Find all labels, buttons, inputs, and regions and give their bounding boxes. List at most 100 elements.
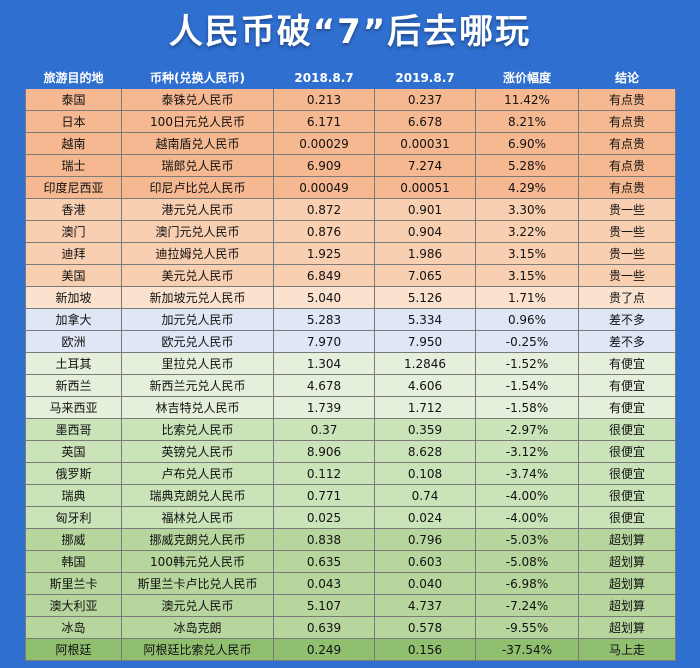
header-currency: 币种(兑换人民币) xyxy=(121,66,274,89)
table-row: 加拿大 加元兑人民币 5.283 5.334 0.96% 差不多 xyxy=(25,308,676,331)
destination-cell: 新西兰 xyxy=(25,374,122,397)
header-rate-2018: 2018.8.7 xyxy=(273,66,375,89)
verdict-cell: 有点贵 xyxy=(578,154,676,177)
rate-2019-cell: 0.578 xyxy=(374,616,476,639)
rate-2019-cell: 0.904 xyxy=(374,220,476,243)
verdict-cell: 很便宜 xyxy=(578,440,676,463)
rate-2018-cell: 6.171 xyxy=(273,110,375,133)
change-cell: -9.55% xyxy=(475,616,579,639)
header-destination: 旅游目的地 xyxy=(25,66,122,89)
currency-cell: 冰岛克朗 xyxy=(121,616,274,639)
destination-cell: 加拿大 xyxy=(25,308,122,331)
rate-2018-cell: 0.025 xyxy=(273,506,375,529)
change-cell: -4.00% xyxy=(475,506,579,529)
rate-2019-cell: 5.126 xyxy=(374,286,476,309)
header-rate-2019: 2019.8.7 xyxy=(374,66,476,89)
currency-cell: 新加坡元兑人民币 xyxy=(121,286,274,309)
table-row: 土耳其 里拉兑人民币 1.304 1.2846 -1.52% 有便宜 xyxy=(25,352,676,375)
rate-2018-cell: 5.107 xyxy=(273,594,375,617)
change-cell: 3.22% xyxy=(475,220,579,243)
change-cell: -0.25% xyxy=(475,330,579,353)
table-row: 新加坡 新加坡元兑人民币 5.040 5.126 1.71% 贵了点 xyxy=(25,286,676,309)
rate-2018-cell: 0.043 xyxy=(273,572,375,595)
verdict-cell: 有点贵 xyxy=(578,110,676,133)
destination-cell: 越南 xyxy=(25,132,122,155)
table-row: 瑞典 瑞典克朗兑人民币 0.771 0.74 -4.00% 很便宜 xyxy=(25,484,676,507)
currency-cell: 欧元兑人民币 xyxy=(121,330,274,353)
currency-cell: 越南盾兑人民币 xyxy=(121,132,274,155)
rate-2019-cell: 0.603 xyxy=(374,550,476,573)
table-row: 英国 英镑兑人民币 8.906 8.628 -3.12% 很便宜 xyxy=(25,440,676,463)
table-row: 日本 100日元兑人民币 6.171 6.678 8.21% 有点贵 xyxy=(25,110,676,133)
verdict-cell: 有点贵 xyxy=(578,176,676,199)
change-cell: 11.42% xyxy=(475,88,579,111)
change-cell: -6.98% xyxy=(475,572,579,595)
page-title: 人民币破“7”后去哪玩 xyxy=(168,12,532,52)
table-row: 瑞士 瑞郎兑人民币 6.909 7.274 5.28% 有点贵 xyxy=(25,154,676,177)
table-row: 美国 美元兑人民币 6.849 7.065 3.15% 贵一些 xyxy=(25,264,676,287)
rate-2018-cell: 0.37 xyxy=(273,418,375,441)
rate-2019-cell: 1.2846 xyxy=(374,352,476,375)
currency-cell: 100韩元兑人民币 xyxy=(121,550,274,573)
table-header-row: 旅游目的地 币种(兑换人民币) 2018.8.7 2019.8.7 涨价幅度 结… xyxy=(25,66,676,89)
table-row: 墨西哥 比索兑人民币 0.37 0.359 -2.97% 很便宜 xyxy=(25,418,676,441)
verdict-cell: 贵了点 xyxy=(578,286,676,309)
verdict-cell: 很便宜 xyxy=(578,462,676,485)
rate-2018-cell: 0.00029 xyxy=(273,132,375,155)
rate-2019-cell: 0.237 xyxy=(374,88,476,111)
header-change: 涨价幅度 xyxy=(475,66,579,89)
verdict-cell: 差不多 xyxy=(578,330,676,353)
rate-2018-cell: 0.112 xyxy=(273,462,375,485)
rate-2018-cell: 0.635 xyxy=(273,550,375,573)
table-body: 泰国 泰铢兑人民币 0.213 0.237 11.42% 有点贵 日本 100日元兑人民币 6.… xyxy=(25,88,676,661)
rate-2018-cell: 8.906 xyxy=(273,440,375,463)
table-row: 冰岛 冰岛克朗 0.639 0.578 -9.55% 超划算 xyxy=(25,616,676,639)
rate-2019-cell: 0.00051 xyxy=(374,176,476,199)
verdict-cell: 很便宜 xyxy=(578,506,676,529)
table-row: 新西兰 新西兰元兑人民币 4.678 4.606 -1.54% 有便宜 xyxy=(25,374,676,397)
currency-cell: 港元兑人民币 xyxy=(121,198,274,221)
change-cell: -1.52% xyxy=(475,352,579,375)
destination-cell: 阿根廷 xyxy=(25,638,122,661)
table-row: 挪威 挪威克朗兑人民币 0.838 0.796 -5.03% 超划算 xyxy=(25,528,676,551)
rate-2018-cell: 0.213 xyxy=(273,88,375,111)
rate-2019-cell: 7.065 xyxy=(374,264,476,287)
table-row: 澳门 澳门元兑人民币 0.876 0.904 3.22% 贵一些 xyxy=(25,220,676,243)
exchange-rate-table: 旅游目的地 币种(兑换人民币) 2018.8.7 2019.8.7 涨价幅度 结… xyxy=(25,66,676,661)
verdict-cell: 超划算 xyxy=(578,616,676,639)
rate-2019-cell: 6.678 xyxy=(374,110,476,133)
currency-cell: 英镑兑人民币 xyxy=(121,440,274,463)
rate-2018-cell: 0.771 xyxy=(273,484,375,507)
currency-cell: 林吉特兑人民币 xyxy=(121,396,274,419)
table-row: 迪拜 迪拉姆兑人民币 1.925 1.986 3.15% 贵一些 xyxy=(25,242,676,265)
currency-cell: 阿根廷比索兑人民币 xyxy=(121,638,274,661)
table-row: 阿根廷 阿根廷比索兑人民币 0.249 0.156 -37.54% 马上走 xyxy=(25,638,676,661)
table-row: 马来西亚 林吉特兑人民币 1.739 1.712 -1.58% 有便宜 xyxy=(25,396,676,419)
rate-2019-cell: 0.74 xyxy=(374,484,476,507)
currency-cell: 瑞典克朗兑人民币 xyxy=(121,484,274,507)
rate-2018-cell: 6.909 xyxy=(273,154,375,177)
currency-cell: 比索兑人民币 xyxy=(121,418,274,441)
change-cell: -1.54% xyxy=(475,374,579,397)
currency-cell: 澳元兑人民币 xyxy=(121,594,274,617)
rate-2019-cell: 5.334 xyxy=(374,308,476,331)
currency-cell: 福林兑人民币 xyxy=(121,506,274,529)
verdict-cell: 有便宜 xyxy=(578,374,676,397)
verdict-cell: 贵一些 xyxy=(578,264,676,287)
rate-2018-cell: 1.925 xyxy=(273,242,375,265)
currency-cell: 印尼卢比兑人民币 xyxy=(121,176,274,199)
rate-2018-cell: 0.249 xyxy=(273,638,375,661)
rate-2019-cell: 0.040 xyxy=(374,572,476,595)
currency-cell: 美元兑人民币 xyxy=(121,264,274,287)
rate-2019-cell: 0.901 xyxy=(374,198,476,221)
destination-cell: 欧洲 xyxy=(25,330,122,353)
rate-2018-cell: 4.678 xyxy=(273,374,375,397)
verdict-cell: 差不多 xyxy=(578,308,676,331)
verdict-cell: 超划算 xyxy=(578,594,676,617)
change-cell: 5.28% xyxy=(475,154,579,177)
header-verdict: 结论 xyxy=(578,66,676,89)
change-cell: -7.24% xyxy=(475,594,579,617)
rate-2018-cell: 0.838 xyxy=(273,528,375,551)
table-row: 匈牙利 福林兑人民币 0.025 0.024 -4.00% 很便宜 xyxy=(25,506,676,529)
table-row: 澳大利亚 澳元兑人民币 5.107 4.737 -7.24% 超划算 xyxy=(25,594,676,617)
